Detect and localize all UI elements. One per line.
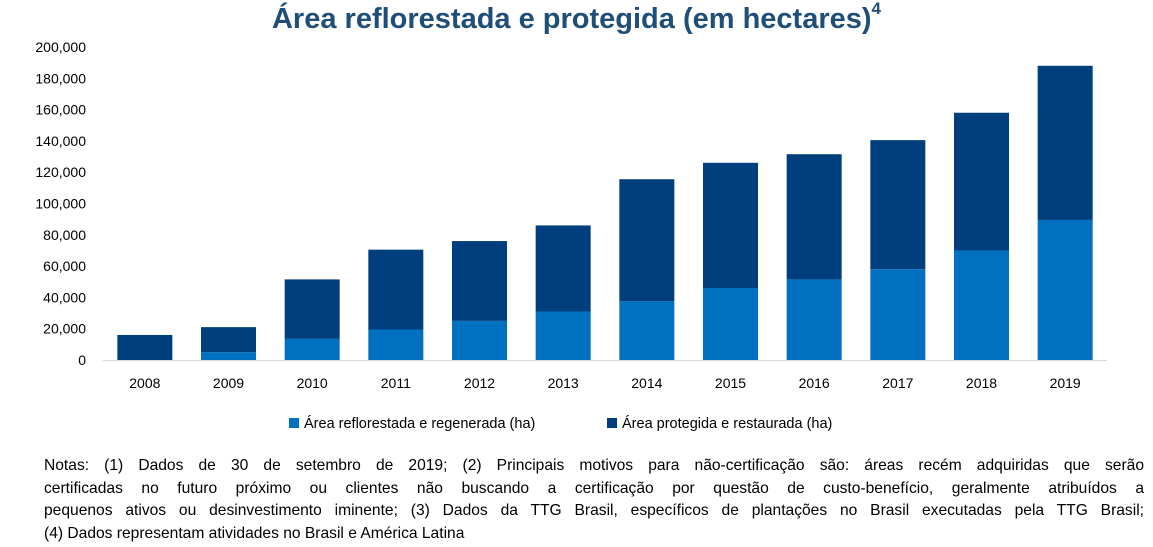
x-tick-label: 2008 — [129, 375, 160, 391]
x-tick-label: 2010 — [297, 375, 328, 391]
x-tick-label: 2015 — [715, 375, 746, 391]
y-tick-label: 40,000 — [43, 289, 86, 305]
bar-protected-2011 — [368, 249, 424, 330]
bar-reforested-2012 — [452, 320, 507, 360]
y-tick-label: 80,000 — [43, 227, 86, 243]
y-tick-label: 140,000 — [35, 133, 86, 149]
legend-swatch-reforested — [289, 418, 299, 428]
x-tick-label: 2019 — [1050, 375, 1081, 391]
x-tick-label: 2009 — [213, 375, 244, 391]
y-tick-label: 200,000 — [35, 39, 86, 55]
bar-reforested-2019 — [1037, 219, 1093, 360]
bar-protected-2019 — [1037, 65, 1093, 220]
legend-swatch-protected — [607, 418, 617, 428]
bar-protected-2013 — [535, 225, 591, 312]
chart-title: Área reflorestada e protegida (em hectar… — [0, 0, 1153, 36]
x-tick-label: 2014 — [631, 375, 662, 391]
bar-protected-2018 — [954, 112, 1009, 251]
chart-title-footnote: 4 — [871, 0, 882, 18]
bar-protected-2012 — [452, 241, 507, 321]
footnotes: Notas: (1) Dados de 30 de setembro de 20… — [44, 455, 1144, 545]
bar-reforested-2017 — [870, 269, 926, 360]
y-tick-label: 160,000 — [35, 102, 86, 118]
bar-reforested-2011 — [368, 329, 424, 360]
x-tick-label: 2018 — [966, 375, 997, 391]
x-tick-label: 2013 — [548, 375, 579, 391]
y-tick-label: 0 — [78, 352, 86, 368]
bar-reforested-2014 — [619, 301, 675, 360]
bar-protected-2010 — [284, 279, 340, 339]
bar-reforested-2016 — [786, 279, 842, 360]
y-tick-label: 120,000 — [35, 164, 86, 180]
bar-protected-2008 — [117, 334, 173, 360]
x-tick-label: 2017 — [882, 375, 913, 391]
y-tick-label: 100,000 — [35, 196, 86, 212]
stacked-bar-chart: 0 20,000 40,000 60,000 80,000 100,000 120,000 1… — [35, 39, 1107, 432]
bar-protected-2009 — [201, 327, 256, 353]
y-tick-label: 180,000 — [35, 70, 86, 86]
y-tick-label: 20,000 — [43, 321, 86, 337]
footnote-line-1: Notas: (1) Dados de 30 de setembro de 20… — [44, 457, 1144, 474]
bar-protected-2015 — [703, 162, 758, 289]
x-tick-label: 2011 — [381, 375, 411, 391]
bar-protected-2016 — [786, 154, 842, 280]
bar-reforested-2018 — [954, 250, 1009, 360]
bar-reforested-2015 — [703, 288, 758, 360]
bar-protected-2014 — [619, 179, 675, 302]
bar-reforested-2013 — [535, 311, 591, 360]
footnote-line-4: (4) Dados representam atividades no Bras… — [44, 524, 465, 542]
bar-protected-2017 — [870, 140, 926, 270]
x-tick-label: 2016 — [799, 375, 830, 391]
footnote-line-2: certificadas no futuro próximo ou client… — [44, 479, 1144, 497]
x-tick-label: 2012 — [464, 375, 495, 391]
y-tick-label: 60,000 — [43, 258, 86, 274]
legend-label-reforested: Área reflorestada e regenerada (ha) — [304, 415, 535, 432]
chart-title-text: Área reflorestada e protegida (em hectar… — [271, 3, 872, 35]
footnote-line-3: pequenos ativos ou desinvestimento imine… — [44, 502, 1144, 519]
legend-label-protected: Área protegida e restaurada (ha) — [622, 415, 832, 432]
bar-reforested-2009 — [201, 352, 256, 360]
bar-reforested-2010 — [284, 338, 340, 360]
